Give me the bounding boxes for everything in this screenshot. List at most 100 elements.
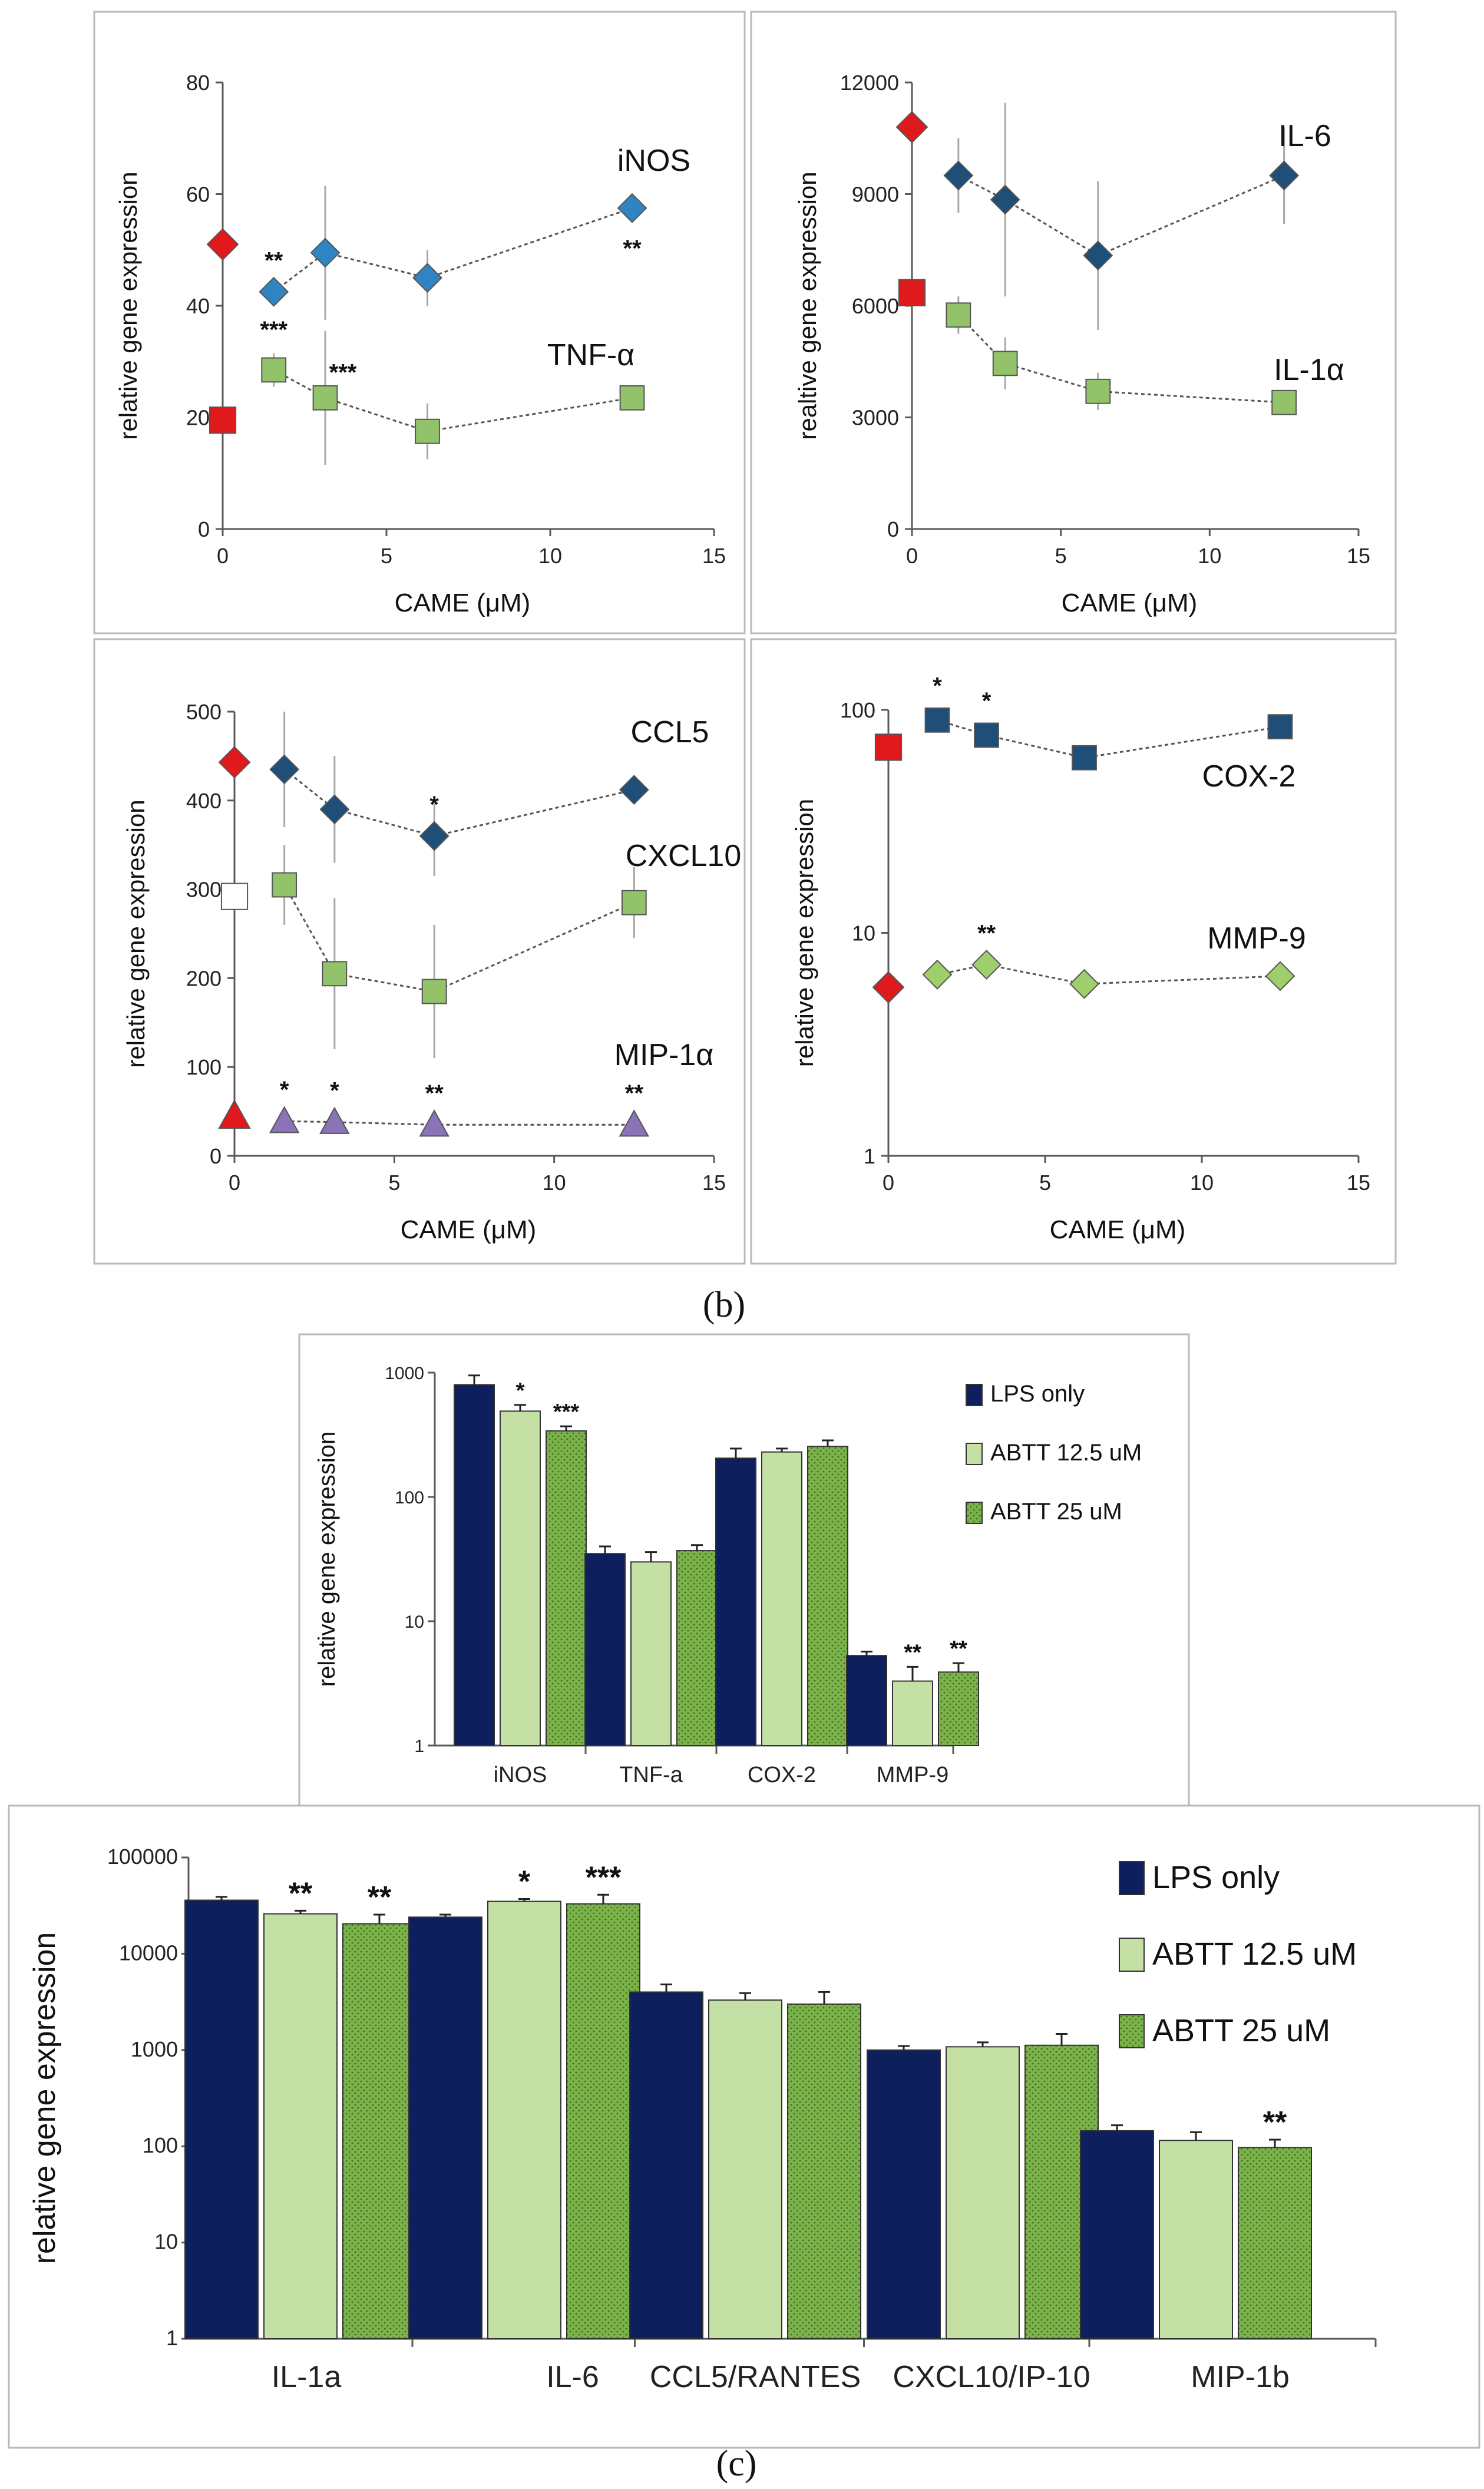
y-tick-label: 200	[186, 966, 222, 990]
legend-swatch	[1119, 2014, 1145, 2048]
x-tick-label: 5	[388, 1171, 400, 1195]
y-axis-label: relative gene expression	[122, 799, 150, 1067]
y-tick-label: 400	[186, 789, 222, 813]
data-point	[269, 754, 300, 785]
y-tick-label: 80	[186, 71, 210, 95]
bar	[715, 1457, 756, 1747]
bar	[408, 1916, 482, 2339]
category-label: MIP-1b	[1191, 2360, 1290, 2394]
y-tick-label: 0	[887, 517, 899, 541]
bar	[676, 1550, 718, 1746]
significance-label: **	[977, 920, 996, 946]
legend: LPS only ABTT 12.5 uM ABTT 25 uM	[966, 1381, 1142, 1525]
x-tick-label: 15	[1347, 544, 1370, 568]
y-tick-label: 100	[840, 698, 875, 722]
panel-frame	[93, 11, 746, 634]
x-tick-label: 0	[217, 544, 229, 568]
y-tick-label: 60	[186, 183, 210, 207]
bar	[454, 1384, 495, 1746]
category-label: COX-2	[748, 1763, 816, 1787]
significance-label: **	[265, 247, 283, 273]
x-tick-label: 5	[1039, 1171, 1051, 1195]
significance-label: *	[330, 1078, 339, 1104]
caption-b: (b)	[703, 1285, 745, 1325]
y-tick-label: 3000	[852, 406, 899, 430]
significance-label: ***	[260, 317, 287, 343]
significance-label: *	[429, 792, 439, 818]
y-tick-label: 9000	[852, 183, 899, 207]
series-label: MMP-9	[1207, 921, 1306, 956]
data-point	[1069, 969, 1099, 999]
data-point	[922, 959, 953, 990]
bar	[630, 1561, 672, 1746]
data-point	[619, 775, 649, 805]
data-point	[261, 357, 287, 383]
category-label: TNF-a	[619, 1763, 683, 1787]
series-label: CCL5	[631, 715, 709, 749]
series-MMP-9: ** MMP-9	[872, 920, 1306, 1004]
series-label: MIP-1α	[614, 1038, 714, 1072]
category-label: iNOS	[494, 1763, 547, 1787]
caption-c: (c)	[716, 2444, 757, 2484]
y-tick-label: 40	[186, 294, 210, 318]
y-tick-label: 1000	[385, 1364, 424, 1383]
legend-swatch	[966, 1502, 983, 1524]
significance-label: **	[950, 1637, 967, 1661]
significance-label: **	[623, 236, 642, 262]
data-point	[974, 722, 999, 748]
control-point	[218, 746, 251, 779]
series-CCL5: * CCL5	[218, 712, 709, 876]
y-tick-label: 100	[143, 2133, 178, 2157]
significance-label: **	[425, 1080, 444, 1106]
control-point	[898, 279, 926, 306]
significance-label: ***	[329, 359, 357, 385]
significance-label: *	[280, 1077, 289, 1103]
series-label: COX-2	[1202, 759, 1296, 794]
bar	[500, 1410, 541, 1746]
x-axis-label: CAME (μM)	[1062, 589, 1198, 617]
significance-label: ***	[586, 1860, 622, 1895]
series-IL-6: IL-6	[895, 103, 1331, 330]
bar	[566, 1903, 640, 2339]
series-IL-1α: IL-1α	[898, 279, 1344, 415]
data-point	[319, 794, 350, 825]
y-tick-label: 0	[198, 517, 210, 541]
data-point	[971, 950, 1002, 980]
y-axis-label: relative gene expression	[314, 1432, 340, 1687]
y-axis-label: realtive gene expression	[794, 171, 821, 439]
y-tick-label: 20	[186, 406, 210, 430]
series-COX-2: * * COX-2	[874, 673, 1296, 794]
legend-label: ABTT 25 uM	[1152, 2013, 1330, 2048]
series-label: IL-1α	[1274, 353, 1344, 387]
series-line	[273, 207, 633, 293]
legend-swatch	[1119, 1861, 1145, 1895]
y-tick-label: 12000	[840, 71, 899, 95]
control-point	[218, 1099, 251, 1129]
y-tick-label: 100	[395, 1488, 424, 1508]
y-tick-label: 1	[166, 2326, 178, 2350]
panel-frame	[750, 638, 1397, 1265]
x-tick-label: 10	[543, 1171, 566, 1195]
bar	[184, 1899, 259, 2340]
control-point	[209, 406, 237, 434]
x-tick-label: 5	[381, 544, 392, 568]
data-point	[419, 821, 450, 851]
y-tick-label: 100000	[107, 1845, 178, 1869]
category-label: IL-6	[546, 2360, 599, 2394]
series-line	[273, 369, 633, 432]
y-tick-label: 10000	[119, 1941, 178, 1965]
control-point	[874, 733, 903, 761]
significance-label: **	[625, 1080, 644, 1106]
series-TNF-α: *** *** TNF-α	[209, 317, 645, 465]
data-point	[310, 237, 341, 268]
legend-label: LPS only	[1152, 1860, 1280, 1895]
data-point	[1083, 240, 1113, 271]
data-point	[415, 418, 440, 444]
data-point	[421, 979, 447, 1004]
data-point	[621, 890, 647, 915]
legend-swatch	[966, 1384, 983, 1406]
panel-frame	[750, 11, 1397, 634]
legend-label: ABTT 12.5 uM	[990, 1440, 1142, 1466]
data-point	[992, 351, 1018, 376]
